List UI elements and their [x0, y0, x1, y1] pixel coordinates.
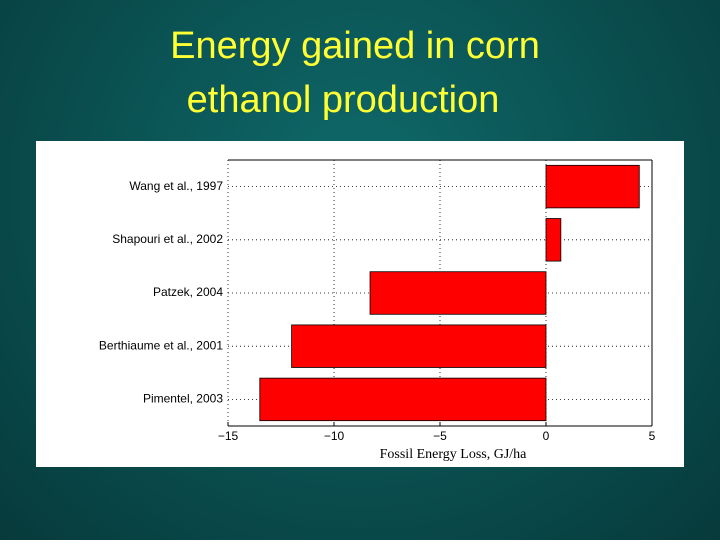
x-tick-label: 0: [543, 429, 550, 443]
x-tick-label: −15: [218, 429, 239, 443]
y-tick-label: Shapouri et al., 2002: [112, 232, 223, 246]
y-tick-label: Pimentel, 2003: [143, 392, 223, 406]
bar: [291, 324, 547, 368]
x-tick-label: −5: [433, 429, 447, 443]
title-line: Energy gained in corn: [170, 25, 540, 67]
bar: [545, 218, 562, 262]
y-tick-label: Berthiaume et al., 2001: [99, 338, 223, 352]
y-tick-label: Wang et al., 1997: [129, 179, 223, 193]
y-tick-label: Patzek, 2004: [153, 285, 223, 299]
x-axis-label: Fossil Energy Loss, GJ/ha: [380, 447, 528, 462]
title-line: ethanol production: [187, 79, 500, 121]
bar: [259, 377, 547, 422]
x-tick-label: −10: [324, 429, 345, 443]
bar: [369, 271, 547, 315]
bar: [545, 164, 640, 209]
x-tick-label: 5: [649, 429, 656, 443]
